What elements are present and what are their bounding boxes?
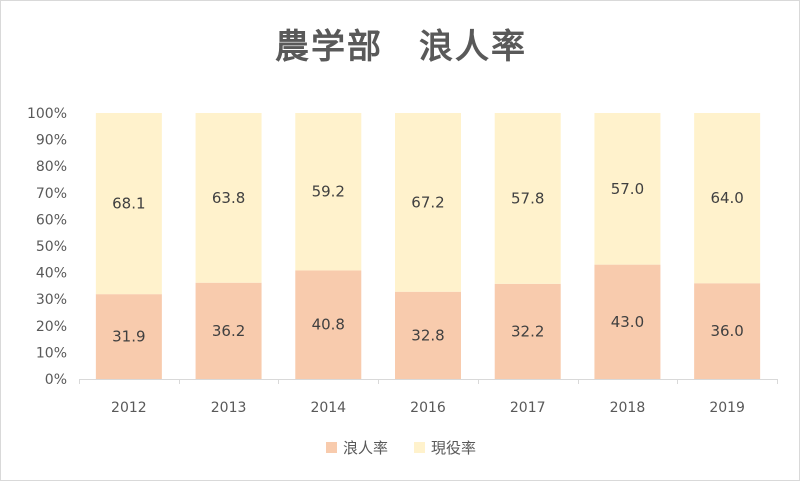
x-tick-label-2018: 2018 bbox=[610, 400, 646, 416]
legend-swatch-ronin bbox=[326, 442, 337, 453]
data-label-ronin-2019: 36.0 bbox=[710, 322, 743, 340]
data-label-geneki-2016: 67.2 bbox=[411, 193, 444, 211]
y-tick-label: 100% bbox=[27, 106, 67, 122]
legend-swatch-geneki bbox=[414, 442, 425, 453]
y-tick-label: 80% bbox=[36, 159, 67, 175]
y-tick-label: 40% bbox=[36, 266, 67, 282]
data-label-geneki-2014: 59.2 bbox=[312, 183, 345, 201]
y-tick-label: 90% bbox=[36, 133, 67, 149]
data-label-geneki-2017: 57.8 bbox=[511, 189, 544, 207]
data-label-ronin-2014: 40.8 bbox=[312, 316, 345, 334]
legend-item-ronin: 浪人率 bbox=[326, 437, 388, 458]
legend-item-geneki: 現役率 bbox=[414, 437, 476, 458]
y-axis: 0% 10% 20% 30% 40% 50% 60% 70% 80% 90% 100% bbox=[27, 106, 67, 388]
x-tick-label-2012: 2012 bbox=[111, 400, 147, 416]
data-label-ronin-2012: 31.9 bbox=[112, 328, 145, 346]
data-label-ronin-2017: 32.2 bbox=[511, 322, 544, 340]
x-axis: 2012 2013 2014 2016 2017 2018 2019 bbox=[79, 379, 778, 416]
y-tick-label: 50% bbox=[36, 239, 67, 255]
data-label-ronin-2018: 43.0 bbox=[611, 313, 644, 331]
legend-label-geneki: 現役率 bbox=[431, 437, 476, 458]
y-tick-label: 30% bbox=[36, 292, 67, 308]
bar-group: 31.9 68.1 36.2 63.8 40.8 59.2 32.8 67.2 32.2 57.8… bbox=[96, 113, 760, 379]
y-tick-label: 10% bbox=[36, 345, 67, 361]
data-label-ronin-2016: 32.8 bbox=[411, 326, 444, 344]
x-tick-label-2019: 2019 bbox=[709, 400, 745, 416]
y-tick-label: 60% bbox=[36, 212, 67, 228]
y-tick-label: 0% bbox=[45, 372, 67, 388]
legend-label-ronin: 浪人率 bbox=[343, 437, 388, 458]
data-label-geneki-2012: 68.1 bbox=[112, 195, 145, 213]
x-tick-label-2016: 2016 bbox=[410, 400, 446, 416]
data-label-geneki-2018: 57.0 bbox=[611, 180, 644, 198]
data-label-geneki-2019: 64.0 bbox=[710, 189, 743, 207]
data-label-ronin-2013: 36.2 bbox=[212, 322, 245, 340]
x-tick-label-2017: 2017 bbox=[510, 400, 546, 416]
legend: 浪人率 現役率 bbox=[1, 437, 800, 458]
y-tick-label: 20% bbox=[36, 319, 67, 335]
x-tick-label-2013: 2013 bbox=[211, 400, 247, 416]
x-tick-label-2014: 2014 bbox=[310, 400, 346, 416]
data-label-geneki-2013: 63.8 bbox=[212, 189, 245, 207]
y-tick-label: 70% bbox=[36, 186, 67, 202]
